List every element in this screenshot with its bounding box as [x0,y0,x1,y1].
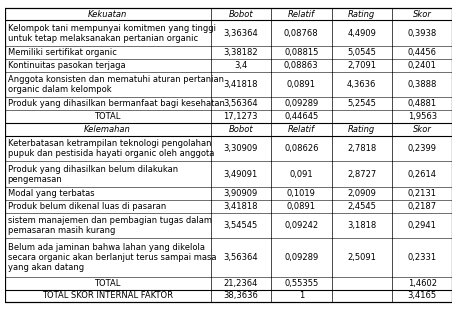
Text: 3,36364: 3,36364 [223,29,258,38]
Text: 0,3888: 0,3888 [408,80,437,89]
Text: TOTAL: TOTAL [95,112,121,121]
Text: 0,2941: 0,2941 [408,221,436,230]
Text: 3,4: 3,4 [234,61,247,70]
Text: Rating: Rating [348,10,375,19]
Text: 21,2364: 21,2364 [223,279,258,288]
Text: 0,1019: 0,1019 [287,189,316,198]
Text: 1,9563: 1,9563 [408,112,437,121]
Text: 3,56364: 3,56364 [223,99,258,108]
Text: 2,8727: 2,8727 [347,170,377,179]
Text: 0,2131: 0,2131 [408,189,437,198]
Text: Kontinuitas pasokan terjaga: Kontinuitas pasokan terjaga [8,61,125,70]
Text: Skor: Skor [413,125,432,134]
Text: 0,44645: 0,44645 [284,112,319,121]
Text: 2,5091: 2,5091 [347,253,376,262]
Text: 0,09242: 0,09242 [284,221,319,230]
Text: 3,56364: 3,56364 [223,253,258,262]
Text: 0,4881: 0,4881 [408,99,437,108]
Text: 3,90909: 3,90909 [223,189,258,198]
Text: 3,4165: 3,4165 [408,291,437,300]
Text: 4,3636: 4,3636 [347,80,377,89]
Text: 0,2401: 0,2401 [408,61,436,70]
Text: 5,2545: 5,2545 [347,99,376,108]
Text: 2,7818: 2,7818 [347,144,377,153]
Text: 3,1818: 3,1818 [347,221,377,230]
Text: Belum ada jaminan bahwa lahan yang dikelola
secara organic akan berlanjut terus : Belum ada jaminan bahwa lahan yang dikel… [8,243,216,272]
Text: 4,4909: 4,4909 [347,29,376,38]
Text: Bobot: Bobot [228,125,253,134]
Text: Produk yang dihasilkan bermanfaat bagi kesehatan: Produk yang dihasilkan bermanfaat bagi k… [8,99,224,108]
Text: 0,0891: 0,0891 [287,80,316,89]
Text: 3,38182: 3,38182 [223,48,258,57]
Text: 0,08815: 0,08815 [284,48,319,57]
Text: Kekuatan: Kekuatan [88,10,127,19]
Text: Relatif: Relatif [288,10,315,19]
Text: 3,30909: 3,30909 [223,144,258,153]
Text: 0,4456: 0,4456 [408,48,437,57]
Text: 5,0545: 5,0545 [347,48,376,57]
Text: Produk belum dikenal luas di pasaran: Produk belum dikenal luas di pasaran [8,202,166,211]
Text: Modal yang terbatas: Modal yang terbatas [8,189,94,198]
Text: 0,08863: 0,08863 [284,61,319,70]
Text: Skor: Skor [413,10,432,19]
Text: 3,49091: 3,49091 [223,170,258,179]
Text: 0,2331: 0,2331 [408,253,437,262]
Text: Produk yang dihasilkan belum dilakukan
pengemasan: Produk yang dihasilkan belum dilakukan p… [8,165,178,184]
Text: 0,2187: 0,2187 [408,202,437,211]
Text: 3,41818: 3,41818 [223,80,258,89]
Text: Keterbatasan ketrampilan teknologi pengolahan
pupuk dan pestisida hayati organic: Keterbatasan ketrampilan teknologi pengo… [8,139,214,158]
Text: 0,08768: 0,08768 [284,29,319,38]
Text: Kelemahan: Kelemahan [84,125,131,134]
Text: 0,091: 0,091 [289,170,313,179]
Text: 0,3938: 0,3938 [408,29,437,38]
Text: 0,55355: 0,55355 [284,279,319,288]
Text: 0,08626: 0,08626 [284,144,319,153]
Text: 1: 1 [299,291,304,300]
Text: 2,4545: 2,4545 [347,202,376,211]
Text: TOTAL SKOR INTERNAL FAKTOR: TOTAL SKOR INTERNAL FAKTOR [42,291,173,300]
Text: 17,1273: 17,1273 [223,112,258,121]
Text: Kelompok tani mempunyai komitmen yang tinggi
untuk tetap melaksanakan pertanian : Kelompok tani mempunyai komitmen yang ti… [8,24,216,43]
Text: 0,2614: 0,2614 [408,170,437,179]
Text: Rating: Rating [348,125,375,134]
Text: 0,09289: 0,09289 [284,99,319,108]
Text: Relatif: Relatif [288,125,315,134]
Text: 3,41818: 3,41818 [223,202,258,211]
Text: 38,3636: 38,3636 [223,291,258,300]
Text: Bobot: Bobot [228,10,253,19]
Text: 2,0909: 2,0909 [347,189,376,198]
Text: 0,0891: 0,0891 [287,202,316,211]
Text: TOTAL: TOTAL [95,279,121,288]
Text: Anggota konsisten dan mematuhi aturan pertanian
organic dalam kelompok: Anggota konsisten dan mematuhi aturan pe… [8,75,224,94]
Text: 2,7091: 2,7091 [347,61,376,70]
Text: sistem manajemen dan pembagian tugas dalam
pemasaran masih kurang: sistem manajemen dan pembagian tugas dal… [8,216,212,235]
Text: 1,4602: 1,4602 [408,279,437,288]
Text: Memiliki sertifikat organic: Memiliki sertifikat organic [8,48,117,57]
Text: 0,09289: 0,09289 [284,253,319,262]
Text: 0,2399: 0,2399 [408,144,437,153]
Text: 3,54545: 3,54545 [223,221,258,230]
